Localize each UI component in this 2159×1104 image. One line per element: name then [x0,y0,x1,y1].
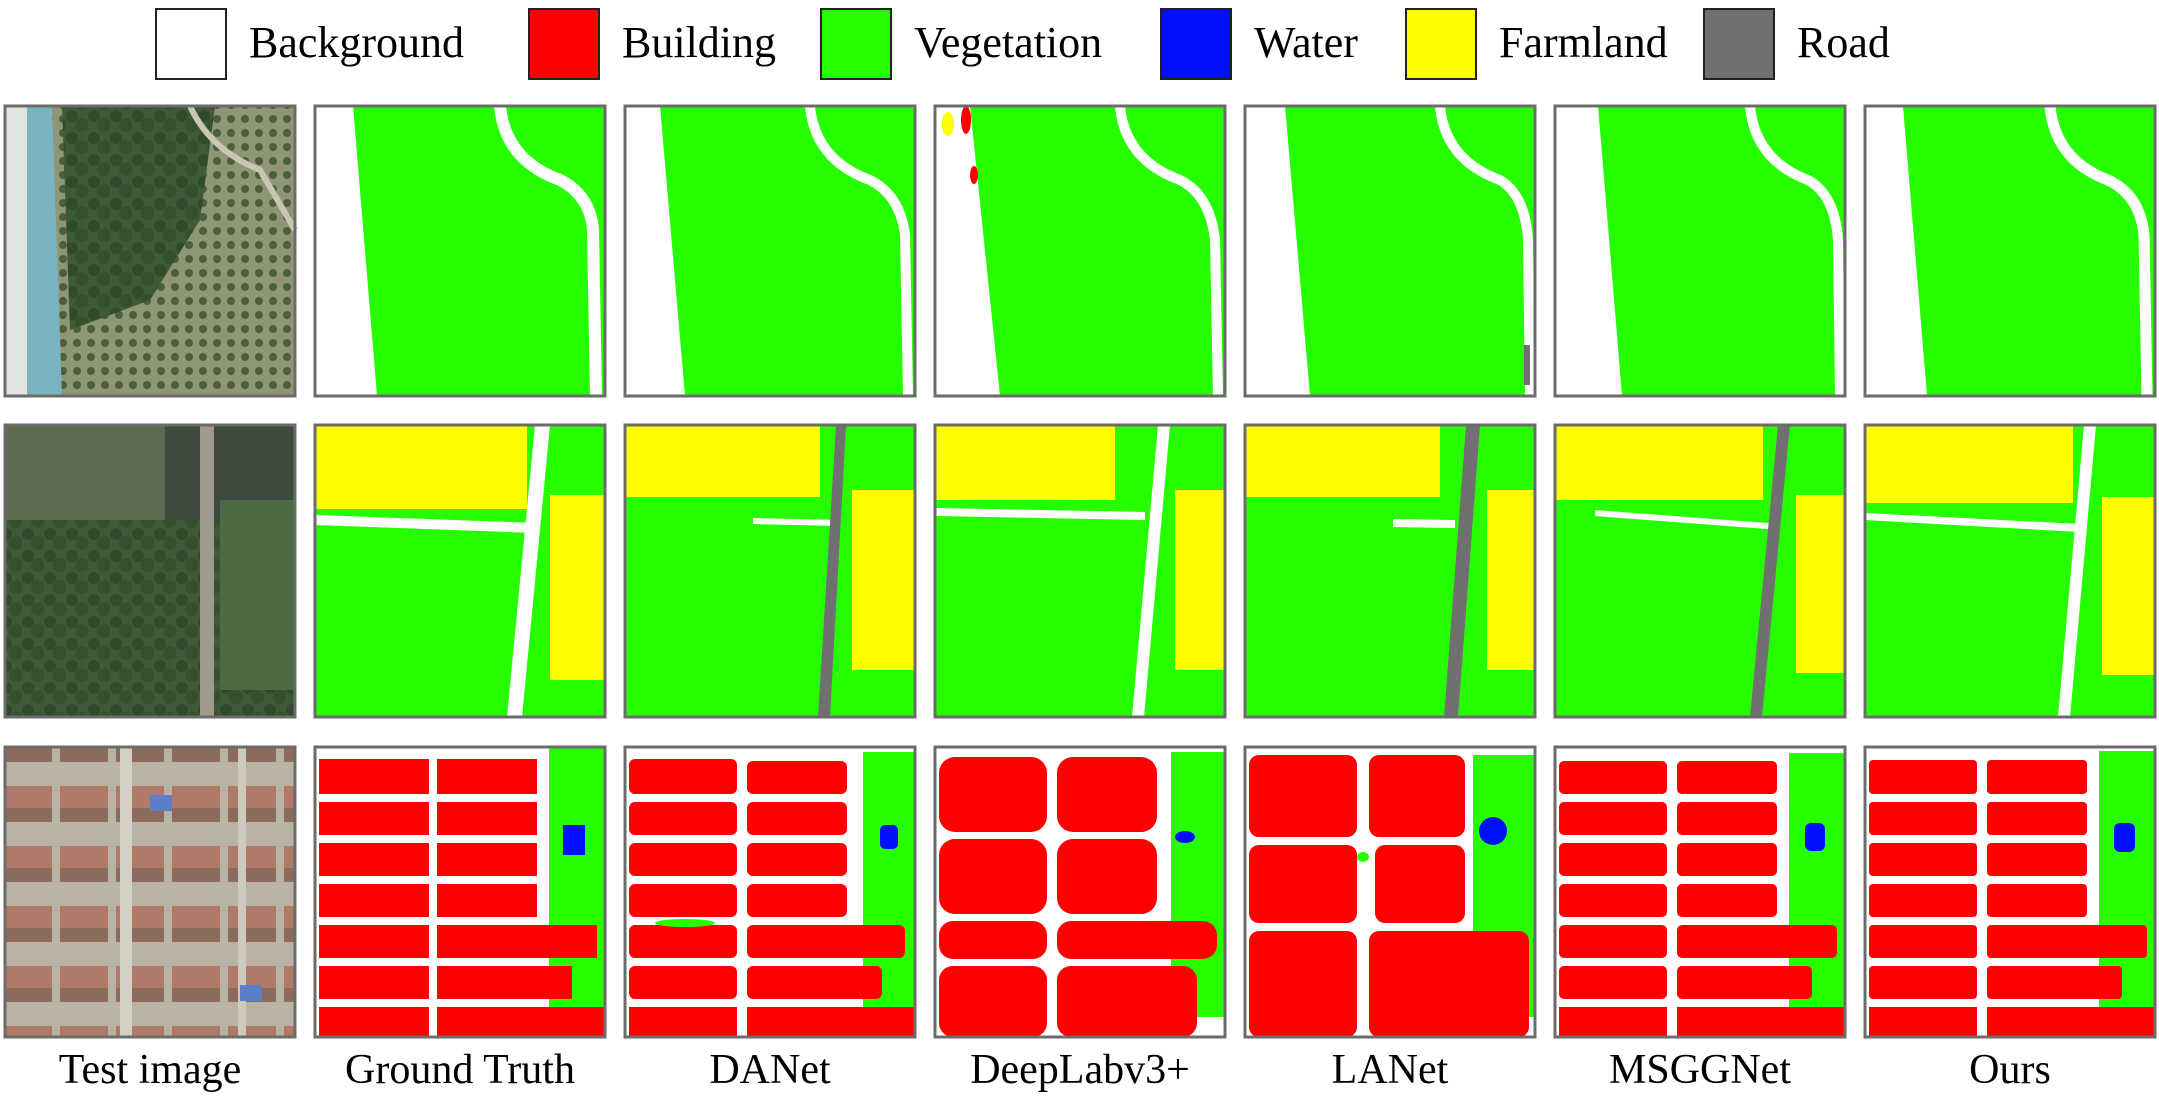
legend-label-farmland: Farmland [1499,18,1668,67]
deeplabv3-row1 [933,104,1227,398]
ground-truth-row2 [313,423,607,719]
column-captions: Test image Ground Truth DANet DeepLabv3+… [0,1040,2159,1100]
deeplabv3-row2 [933,423,1227,719]
test-image-row2 [3,423,297,719]
lanet-row1 [1243,104,1537,398]
legend-swatch-background [155,8,227,80]
legend-swatch-farmland [1405,8,1477,80]
legend-label-road: Road [1797,18,1890,67]
msggnet-row2 [1553,423,1847,719]
danet-row1 [623,104,917,398]
caption-deeplabv3: DeepLabv3+ [970,1047,1190,1093]
legend-label-building: Building [622,18,777,67]
legend-label-vegetation: Vegetation [914,18,1103,67]
ours-row2 [1863,423,2157,719]
caption-lanet: LANet [1331,1047,1449,1093]
comparison-grid [3,104,2157,1039]
caption-ground-truth: Ground Truth [345,1047,575,1093]
legend-swatch-building [528,8,600,80]
legend: Background Building Vegetation Water Far… [0,0,2159,100]
legend-swatch-road [1703,8,1775,80]
ground-truth-row1 [313,104,607,398]
caption-msggnet: MSGGNet [1608,1047,1791,1093]
caption-danet: DANet [709,1047,831,1093]
msggnet-row3 [1553,745,1847,1039]
test-image-row1 [3,104,298,398]
lanet-row2 [1243,423,1537,719]
danet-row2 [623,423,917,719]
legend-label-background: Background [249,18,465,67]
legend-swatch-water [1160,8,1232,80]
ground-truth-row3 [313,745,607,1039]
lanet-row3 [1243,745,1537,1039]
ours-row3 [1863,745,2157,1039]
deeplabv3-row3 [933,745,1227,1039]
caption-test-image: Test image [58,1047,242,1093]
test-image-row3 [3,745,297,1039]
legend-label-water: Water [1254,18,1358,67]
msggnet-row1 [1553,104,1847,398]
danet-row3 [623,745,917,1039]
legend-swatch-vegetation [820,8,892,80]
caption-ours: Ours [1969,1047,2051,1093]
ours-row1 [1863,104,2157,398]
